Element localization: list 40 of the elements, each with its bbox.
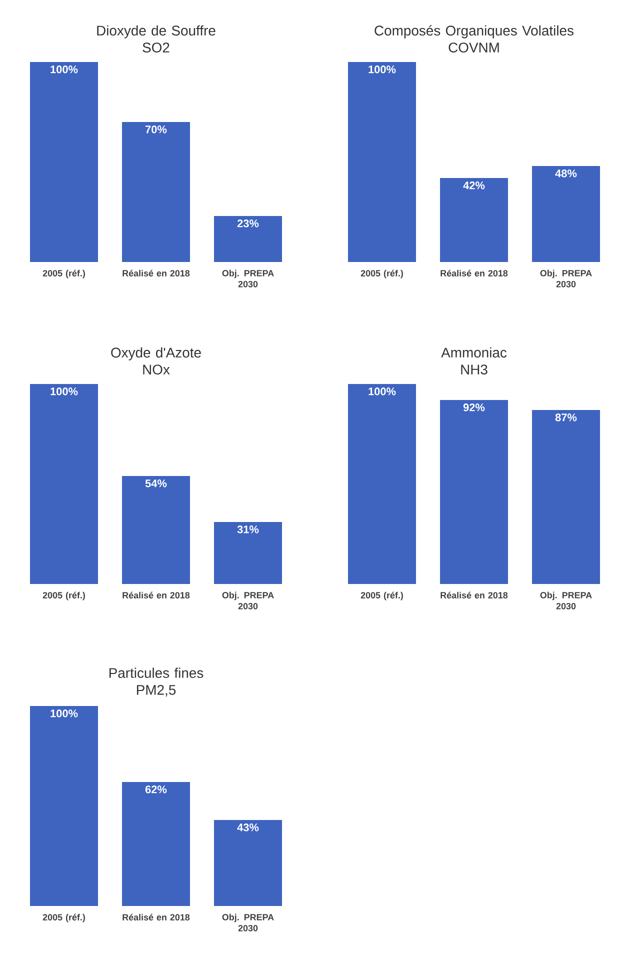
data-label: 54% — [145, 480, 167, 488]
x-tick-label: 2005 (réf.) — [42, 914, 85, 922]
data-label: 70% — [146, 126, 167, 134]
chart-title: Dioxyde de Souffre — [97, 25, 216, 38]
x-tick-label: Réalisé en 2018 — [440, 592, 508, 598]
data-label: 92% — [463, 404, 485, 412]
data-label: 43% — [237, 824, 259, 832]
data-label: 100% — [50, 66, 78, 74]
chart-title: Ammoniac — [441, 347, 507, 358]
x-tick-label: Obj. PREPA 2030 — [222, 592, 274, 610]
x-tick-label: 2005 (réf.) — [42, 270, 85, 278]
x-tick-label: Réalisé en 2018 — [440, 270, 508, 276]
x-tick-label: Réalisé en 2018 — [122, 914, 190, 920]
data-label: 87% — [555, 414, 577, 422]
x-tick-label: Obj. PREPA 2030 — [540, 270, 592, 288]
chart-subtitle: NH3 — [461, 364, 488, 375]
data-label: 23% — [237, 220, 259, 228]
data-label: 100% — [50, 710, 78, 718]
data-label: 42% — [463, 182, 485, 190]
data-label: 100% — [368, 388, 396, 396]
chart-subtitle: NOx — [143, 364, 170, 375]
x-tick-label: 2005 (réf.) — [360, 270, 403, 278]
data-label: 62% — [145, 786, 167, 794]
chart-subtitle: COVNM — [448, 42, 499, 53]
chart-title: Oxyde d'Azote — [111, 347, 201, 360]
chart-subtitle: PM2,5 — [136, 684, 176, 697]
data-label: 100% — [368, 66, 396, 74]
data-label: 48% — [555, 170, 577, 178]
x-tick-label: Obj. PREPA 2030 — [222, 270, 274, 288]
x-tick-label: Réalisé en 2018 — [122, 592, 190, 598]
chart-title: Particules fines — [109, 668, 204, 678]
data-label: 31% — [237, 526, 259, 534]
x-tick-label: Obj. PREPA 2030 — [540, 592, 592, 610]
chart-subtitle: SO2 — [142, 42, 170, 53]
data-label: 100% — [50, 388, 78, 396]
x-tick-label: 2005 (réf.) — [42, 592, 85, 600]
chart-title: Composés Organiques Volatiles — [374, 25, 574, 38]
x-tick-label: Obj. PREPA 2030 — [222, 914, 274, 932]
x-tick-label: 2005 (réf.) — [360, 592, 403, 600]
x-tick-label: Réalisé en 2018 — [122, 270, 190, 276]
